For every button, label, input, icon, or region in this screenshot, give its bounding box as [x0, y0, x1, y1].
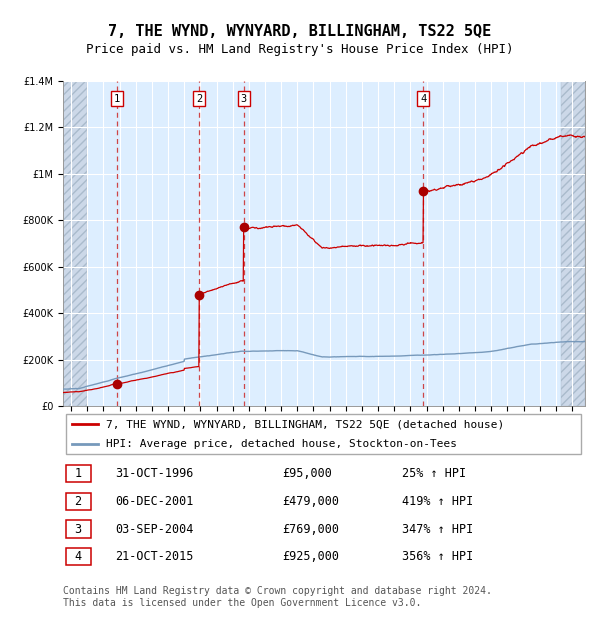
Bar — [561, 81, 585, 406]
Text: 4: 4 — [421, 94, 427, 104]
Text: This data is licensed under the Open Government Licence v3.0.: This data is licensed under the Open Gov… — [63, 598, 421, 608]
Text: 2: 2 — [74, 495, 82, 508]
Text: £479,000: £479,000 — [282, 495, 339, 508]
FancyBboxPatch shape — [65, 520, 91, 538]
Bar — [63, 81, 87, 406]
Text: 3: 3 — [241, 94, 247, 104]
Text: 356% ↑ HPI: 356% ↑ HPI — [403, 550, 473, 563]
Text: 03-SEP-2004: 03-SEP-2004 — [115, 523, 194, 536]
Text: £769,000: £769,000 — [282, 523, 339, 536]
Text: £95,000: £95,000 — [282, 467, 332, 481]
Text: 347% ↑ HPI: 347% ↑ HPI — [403, 523, 473, 536]
Text: 4: 4 — [74, 550, 82, 563]
Text: £925,000: £925,000 — [282, 550, 339, 563]
FancyBboxPatch shape — [65, 465, 91, 482]
Text: HPI: Average price, detached house, Stockton-on-Tees: HPI: Average price, detached house, Stoc… — [106, 439, 457, 449]
Bar — [561, 81, 585, 406]
FancyBboxPatch shape — [65, 414, 581, 454]
Text: Price paid vs. HM Land Registry's House Price Index (HPI): Price paid vs. HM Land Registry's House … — [86, 43, 514, 56]
Text: 419% ↑ HPI: 419% ↑ HPI — [403, 495, 473, 508]
FancyBboxPatch shape — [65, 548, 91, 565]
Text: Contains HM Land Registry data © Crown copyright and database right 2024.: Contains HM Land Registry data © Crown c… — [63, 586, 492, 596]
Bar — [63, 81, 87, 406]
Text: 31-OCT-1996: 31-OCT-1996 — [115, 467, 194, 481]
Text: 3: 3 — [74, 523, 82, 536]
Text: 7, THE WYND, WYNYARD, BILLINGHAM, TS22 5QE: 7, THE WYND, WYNYARD, BILLINGHAM, TS22 5… — [109, 24, 491, 38]
Text: 7, THE WYND, WYNYARD, BILLINGHAM, TS22 5QE (detached house): 7, THE WYND, WYNYARD, BILLINGHAM, TS22 5… — [106, 419, 504, 429]
FancyBboxPatch shape — [65, 493, 91, 510]
Text: 1: 1 — [74, 467, 82, 481]
Text: 25% ↑ HPI: 25% ↑ HPI — [403, 467, 466, 481]
Text: 06-DEC-2001: 06-DEC-2001 — [115, 495, 194, 508]
Text: 1: 1 — [114, 94, 120, 104]
Text: 2: 2 — [196, 94, 202, 104]
Text: 21-OCT-2015: 21-OCT-2015 — [115, 550, 194, 563]
